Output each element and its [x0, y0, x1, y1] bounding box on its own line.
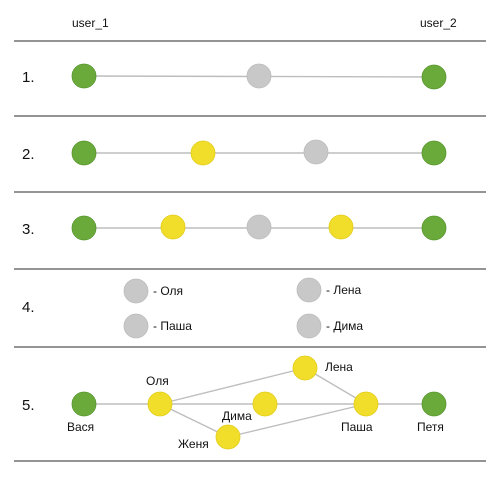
- node-user-2: [421, 140, 447, 166]
- node-user-1: [71, 215, 97, 241]
- node-olya: [147, 391, 173, 417]
- header-user-2: user_2: [420, 16, 457, 30]
- legend-label: - Дима: [326, 319, 363, 333]
- edge: [159, 403, 229, 438]
- label-zhenya: Женя: [178, 437, 209, 451]
- label-pasha: Паша: [341, 420, 373, 434]
- node-intermediate: [246, 214, 272, 240]
- node-dima: [252, 391, 278, 417]
- row-2-path: [71, 139, 447, 166]
- node-vasya: [71, 391, 97, 417]
- row-5-graph: Вася Оля Лена Дима Женя Паша Петя: [67, 355, 447, 451]
- node-intermediate: [328, 214, 354, 240]
- node-intermediate: [246, 63, 272, 89]
- node-zhenya: [215, 424, 241, 450]
- legend-node: [123, 278, 149, 304]
- legend-label: - Паша: [153, 319, 192, 333]
- legend-node: [296, 277, 322, 303]
- label-lena: Лена: [325, 360, 353, 374]
- row-number-4: 4.: [22, 299, 35, 316]
- label-olya: Оля: [146, 374, 169, 388]
- row-number-1: 1.: [22, 69, 35, 86]
- legend-label: - Лена: [326, 283, 362, 297]
- row-number-2: 2.: [22, 146, 35, 163]
- legend-node: [123, 313, 149, 339]
- row-3-path: [71, 214, 447, 241]
- row-4-legend: - Оля - Лена - Паша - Дима: [123, 277, 363, 339]
- node-user-1: [71, 63, 97, 89]
- row-1-path: [71, 63, 447, 90]
- legend-label: - Оля: [153, 284, 183, 298]
- edge: [159, 367, 306, 405]
- node-pasha: [353, 391, 379, 417]
- header-user-1: user_1: [72, 16, 109, 30]
- legend-node: [296, 313, 322, 339]
- label-dima: Дима: [222, 409, 252, 423]
- node-lena: [292, 355, 318, 381]
- row-number-3: 3.: [22, 221, 35, 238]
- node-intermediate: [190, 140, 216, 166]
- node-intermediate: [160, 214, 186, 240]
- label-petya: Петя: [417, 420, 444, 434]
- edge: [227, 403, 367, 438]
- row-number-5: 5.: [22, 397, 35, 414]
- label-vasya: Вася: [67, 420, 94, 434]
- node-intermediate: [303, 139, 329, 165]
- node-user-1: [71, 140, 97, 166]
- node-petya: [421, 391, 447, 417]
- node-user-2: [421, 215, 447, 241]
- node-user-2: [421, 64, 447, 90]
